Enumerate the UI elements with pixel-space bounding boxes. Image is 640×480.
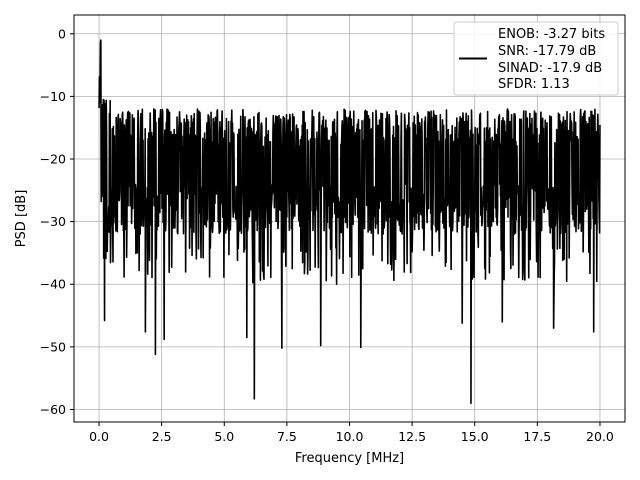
- x-ticks: 0.0 2.5 5.0 7.5 10.0 12.5 15.0 17.5 20.0: [89, 422, 614, 444]
- x-tick-label: 7.5: [277, 429, 297, 444]
- legend-line-4: SFDR: 1.13: [498, 77, 570, 92]
- y-tick-label: 0: [58, 26, 66, 41]
- x-tick-label: 2.5: [152, 429, 172, 444]
- x-tick-label: 20.0: [586, 429, 614, 444]
- legend-line-1: ENOB: -3.27 bits: [498, 27, 605, 42]
- x-tick-label: 17.5: [523, 429, 551, 444]
- y-axis-label: PSD [dB]: [14, 190, 29, 248]
- x-tick-label: 12.5: [398, 429, 426, 444]
- y-tick-label: −20: [40, 152, 66, 167]
- y-ticks: 0 −10 −20 −30 −40 −50 −60: [40, 26, 74, 417]
- y-tick-label: −40: [40, 277, 66, 292]
- legend-box: [453, 21, 619, 96]
- y-tick-label: −50: [40, 339, 66, 354]
- y-tick-label: −30: [40, 214, 66, 229]
- x-tick-label: 15.0: [461, 429, 489, 444]
- x-tick-label: 5.0: [214, 429, 234, 444]
- legend-line-2: SNR: -17.79 dB: [498, 44, 596, 59]
- legend: ENOB: -3.27 bits SNR: -17.79 dB SINAD: -…: [453, 21, 619, 96]
- y-tick-label: −10: [40, 89, 66, 104]
- y-tick-label: −60: [40, 402, 66, 417]
- plot-area: [98, 39, 601, 405]
- psd-series-line: [98, 39, 601, 405]
- x-axis-label: Frequency [MHz]: [295, 451, 404, 466]
- legend-line-3: SINAD: -17.9 dB: [498, 61, 602, 76]
- x-tick-label: 0.0: [89, 429, 109, 444]
- x-tick-label: 10.0: [336, 429, 364, 444]
